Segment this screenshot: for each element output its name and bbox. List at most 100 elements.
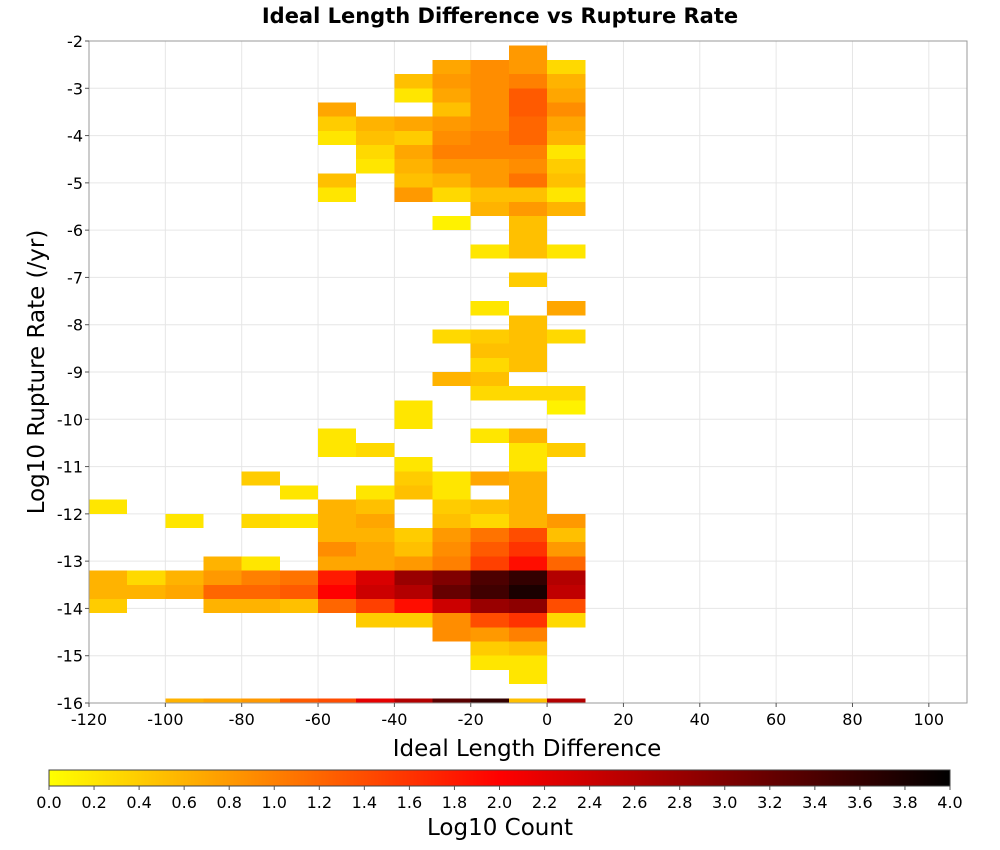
heatmap-cell: [432, 513, 471, 529]
y-tick-label: -8: [67, 316, 83, 335]
heatmap-cell: [508, 513, 548, 529]
heatmap-cell: [165, 584, 204, 599]
heatmap-cell: [547, 386, 586, 401]
heatmap-cell: [508, 641, 548, 656]
colorbar-tick-label: 2.6: [622, 793, 647, 812]
heatmap-cell: [318, 187, 357, 202]
heatmap-cell: [508, 159, 548, 174]
heatmap-cell: [432, 627, 471, 642]
y-tick-label: -5: [67, 174, 83, 193]
colorbar-axis: 0.0 0.2 0.4 0.6 0.8 1.0 1.2 1.4 1.6 1.8 2.0 2.2 2.4 2…: [36, 786, 963, 812]
heatmap-cell: [89, 584, 128, 599]
heatmap-cell: [547, 145, 586, 160]
heatmap-cell: [356, 556, 395, 571]
y-tick-label: -6: [67, 221, 83, 240]
heatmap-cell: [432, 215, 471, 231]
y-tick-label: -7: [67, 268, 83, 287]
heatmap-cell: [547, 400, 586, 415]
colorbar-tick-label: 2.8: [667, 793, 692, 812]
y-tick-label: -2: [67, 32, 83, 51]
colorbar-tick-label: 2.2: [532, 793, 557, 812]
heatmap-cell: [318, 528, 357, 543]
heatmap-cell: [547, 130, 586, 146]
chart-title: Ideal Length Difference vs Rupture Rate: [262, 4, 738, 28]
heatmap-cell: [547, 513, 586, 529]
heatmap-cell: [432, 173, 471, 188]
heatmap-cell: [318, 598, 357, 614]
y-tick-label: -4: [67, 127, 83, 146]
heatmap-cell: [356, 145, 395, 160]
heatmap-cell: [470, 556, 509, 571]
heatmap-cell: [470, 145, 509, 160]
heatmap-cell: [432, 88, 471, 103]
heatmap-cell: [394, 187, 433, 202]
heatmap-cell: [470, 528, 509, 543]
heatmap-cell: [432, 130, 471, 146]
heatmap-cell: [394, 414, 433, 429]
heatmap-cell: [547, 584, 586, 599]
heatmap-cell: [508, 272, 548, 287]
heatmap-cell: [356, 159, 395, 174]
heatmap-cell: [547, 598, 586, 614]
heatmap-cell: [508, 187, 548, 202]
heatmap-cell: [318, 442, 357, 458]
heatmap-cell: [432, 542, 471, 557]
heatmap-cell: [394, 159, 433, 174]
heatmap-cell: [470, 627, 509, 642]
heatmap-cell: [203, 598, 242, 614]
heatmap-cell: [547, 329, 586, 344]
heatmap-cell: [279, 570, 319, 585]
heatmap-cell: [279, 513, 319, 529]
heatmap-cell: [508, 570, 548, 585]
heatmap-cell: [470, 301, 509, 316]
colorbar-tick-label: 0.0: [36, 793, 61, 812]
heatmap-cell: [279, 698, 319, 703]
x-tick-label: 60: [766, 710, 786, 729]
heatmap-cell: [547, 74, 586, 89]
heatmap-cell: [508, 343, 548, 358]
heatmap-cell: [547, 159, 586, 174]
heatmap-cell: [470, 102, 509, 117]
x-tick-label: -20: [458, 710, 484, 729]
heatmap-cell: [470, 59, 509, 75]
heatmap-cell: [547, 442, 586, 458]
x-tick-label: 80: [842, 710, 862, 729]
heatmap-cell: [318, 698, 357, 703]
heatmap-cell: [508, 386, 548, 401]
heatmap-cell: [470, 329, 509, 344]
heatmap-cell: [508, 145, 548, 160]
heatmap-cell: [241, 556, 280, 571]
colorbar-tick-label: 4.0: [937, 793, 962, 812]
heatmap-cell: [356, 598, 395, 614]
heatmap-cell: [432, 613, 471, 628]
heatmap-cell: [470, 655, 509, 670]
heatmap-cell: [470, 244, 509, 259]
heatmap-cell: [394, 130, 433, 146]
heatmap-cell: [318, 570, 357, 585]
heatmap-cell: [508, 102, 548, 117]
heatmap-cell: [432, 102, 471, 117]
heatmap-cell: [432, 116, 471, 131]
heatmap-cell: [508, 598, 548, 614]
heatmap-cell: [279, 584, 319, 599]
y-tick-label: -14: [57, 599, 83, 618]
colorbar-tick-label: 3.8: [892, 793, 917, 812]
heatmap-cell: [432, 159, 471, 174]
heatmap-cell: [470, 343, 509, 358]
heatmap-cell: [432, 471, 471, 486]
heatmap-cell: [356, 570, 395, 585]
heatmap-cell: [508, 173, 548, 188]
y-tick-label: -16: [57, 694, 83, 713]
heatmap-cell: [89, 598, 128, 614]
heatmap-cell: [470, 499, 509, 514]
heatmap-cell: [470, 173, 509, 188]
x-tick-label: -120: [71, 710, 107, 729]
heatmap-cell: [432, 556, 471, 571]
heatmap-cell: [470, 641, 509, 656]
heatmap-cell: [356, 499, 395, 514]
heatmap-cell: [470, 584, 509, 599]
heatmap-cell: [508, 471, 548, 486]
colorbar-tick-label: 0.8: [216, 793, 241, 812]
colorbar-tick-label: 0.4: [126, 793, 151, 812]
y-axis-label: Log10 Rupture Rate (/yr): [24, 230, 50, 515]
